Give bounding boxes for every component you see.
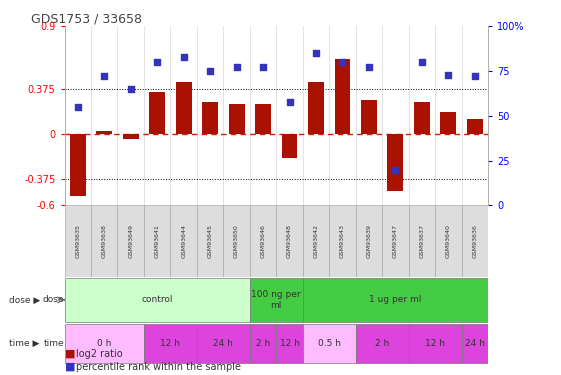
Bar — [435, 206, 462, 277]
Bar — [334, 58, 351, 134]
Text: GSM93641: GSM93641 — [155, 224, 160, 258]
Text: percentile rank within the sample: percentile rank within the sample — [76, 362, 241, 372]
Text: GSM93642: GSM93642 — [314, 224, 319, 258]
Text: GDS1753 / 33658: GDS1753 / 33658 — [31, 12, 141, 25]
Point — [126, 86, 135, 92]
Text: ■: ■ — [65, 362, 75, 372]
Text: 12 h: 12 h — [160, 339, 181, 348]
Text: 2 h: 2 h — [256, 339, 270, 348]
Bar — [250, 324, 276, 363]
Bar — [65, 324, 144, 363]
Bar — [65, 206, 91, 277]
Text: GSM93647: GSM93647 — [393, 224, 398, 258]
Text: 12 h: 12 h — [425, 339, 445, 348]
Point — [391, 166, 400, 172]
Bar — [70, 134, 86, 196]
Point — [153, 59, 162, 65]
Text: GSM93644: GSM93644 — [181, 224, 186, 258]
Point — [73, 104, 82, 110]
Bar — [171, 206, 197, 277]
Point — [365, 64, 374, 70]
Text: ■: ■ — [65, 349, 75, 358]
Text: 0.5 h: 0.5 h — [318, 339, 341, 348]
Point — [444, 72, 453, 78]
Bar — [250, 206, 276, 277]
Bar — [282, 134, 297, 158]
Bar — [223, 206, 250, 277]
Bar — [276, 206, 303, 277]
Text: GSM93640: GSM93640 — [446, 224, 451, 258]
Bar — [303, 324, 356, 363]
Bar — [144, 206, 171, 277]
Text: GSM93638: GSM93638 — [102, 224, 107, 258]
Bar — [414, 102, 430, 134]
Bar — [440, 112, 456, 134]
Bar — [356, 324, 408, 363]
Text: GSM93645: GSM93645 — [208, 224, 213, 258]
Bar — [462, 324, 488, 363]
Text: GSM93635: GSM93635 — [75, 224, 80, 258]
Text: GSM93637: GSM93637 — [420, 224, 424, 258]
Text: 100 ng per
ml: 100 ng per ml — [251, 290, 301, 310]
Bar — [388, 134, 403, 191]
Bar — [276, 324, 303, 363]
Text: GSM93636: GSM93636 — [472, 224, 477, 258]
Bar — [250, 278, 303, 322]
Text: 1 ug per ml: 1 ug per ml — [369, 296, 422, 304]
Bar — [202, 102, 218, 134]
Text: 2 h: 2 h — [375, 339, 389, 348]
Bar — [149, 92, 165, 134]
Bar — [65, 278, 250, 322]
Bar — [329, 206, 356, 277]
Point — [206, 68, 215, 74]
Bar — [117, 206, 144, 277]
Bar — [356, 206, 382, 277]
Bar — [303, 206, 329, 277]
Bar — [229, 104, 245, 134]
Text: GSM93639: GSM93639 — [366, 224, 371, 258]
Text: GSM93649: GSM93649 — [128, 224, 133, 258]
Text: 24 h: 24 h — [465, 339, 485, 348]
Bar — [91, 206, 117, 277]
Text: dose ▶: dose ▶ — [10, 296, 41, 304]
Point — [311, 50, 320, 56]
Text: time ▶: time ▶ — [10, 339, 40, 348]
Text: GSM93643: GSM93643 — [340, 224, 345, 258]
Point — [232, 64, 241, 70]
Text: time: time — [43, 339, 64, 348]
Bar — [308, 82, 324, 134]
Text: GSM93648: GSM93648 — [287, 224, 292, 258]
Bar — [303, 278, 488, 322]
Bar — [123, 134, 139, 138]
Text: log2 ratio: log2 ratio — [76, 349, 122, 358]
Bar — [96, 131, 112, 134]
Bar — [197, 324, 250, 363]
Point — [259, 64, 268, 70]
Text: 0 h: 0 h — [97, 339, 112, 348]
Text: control: control — [141, 296, 173, 304]
Point — [470, 74, 479, 80]
Point — [179, 54, 188, 60]
Text: 12 h: 12 h — [279, 339, 300, 348]
Bar — [144, 324, 197, 363]
Bar — [361, 100, 377, 134]
Text: 24 h: 24 h — [213, 339, 233, 348]
Bar — [382, 206, 408, 277]
Bar — [467, 119, 483, 134]
Bar — [408, 206, 435, 277]
Bar — [197, 206, 223, 277]
Bar — [255, 104, 271, 134]
Point — [100, 74, 109, 80]
Point — [338, 59, 347, 65]
Bar — [462, 206, 488, 277]
Text: GSM93646: GSM93646 — [260, 224, 265, 258]
Point — [285, 99, 294, 105]
Text: GSM93650: GSM93650 — [234, 224, 239, 258]
Bar — [176, 82, 191, 134]
Text: dose: dose — [43, 296, 64, 304]
Bar — [408, 324, 462, 363]
Point — [417, 59, 426, 65]
